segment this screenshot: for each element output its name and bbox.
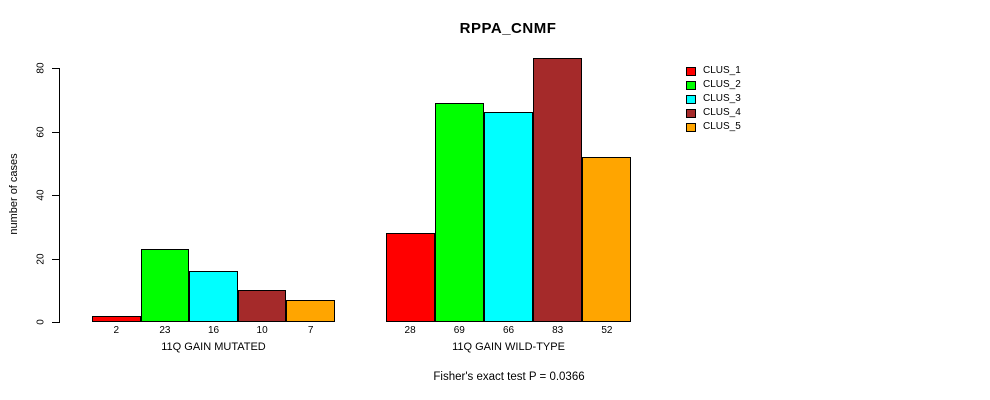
x-group-label: 11Q GAIN MUTATED	[161, 341, 266, 353]
bar-value-label: 7	[307, 325, 314, 336]
legend-label: CLUS_3	[703, 93, 741, 104]
y-tick-label: 80	[35, 62, 47, 74]
y-tick-label: 20	[35, 252, 47, 265]
legend-swatch-clus_1	[686, 67, 696, 76]
bar-clus_3-wild-type	[483, 112, 534, 322]
y-tick-label: 0	[35, 319, 47, 325]
legend-label: CLUS_2	[703, 79, 741, 90]
y-tick-mark	[52, 322, 59, 323]
legend-label: CLUS_5	[703, 121, 741, 132]
y-tick-mark	[52, 195, 59, 196]
x-group-label: 11Q GAIN WILD-TYPE	[452, 341, 565, 353]
legend-swatch-clus_5	[686, 123, 696, 132]
bar-value-label: 23	[159, 325, 171, 336]
bar-value-label: 83	[552, 325, 564, 336]
legend-swatch-clus_2	[686, 81, 696, 90]
y-axis-line	[59, 68, 60, 323]
bar-value-label: 66	[502, 325, 515, 336]
y-tick-label: 60	[35, 125, 47, 138]
bar-clus_1-wild-type	[385, 233, 435, 322]
bar-value-label: 10	[256, 325, 268, 336]
bar-value-label: 2	[113, 325, 120, 336]
bar-value-label: 16	[207, 325, 220, 336]
bar-value-label: 69	[453, 325, 465, 336]
bar-clus_4-mutated	[237, 290, 287, 322]
y-tick-label: 40	[35, 189, 47, 201]
bar-clus_3-mutated	[189, 271, 238, 322]
bar-value-label: 28	[404, 325, 416, 336]
chart-title: RPPA_CNMF	[459, 20, 557, 37]
legend-swatch-clus_3	[686, 95, 696, 104]
legend-swatch-clus_4	[686, 109, 696, 118]
y-axis-label: number of cases	[8, 153, 20, 235]
bar-clus_5-mutated	[286, 299, 335, 322]
subtitle-pvalue: Fisher's exact test P = 0.0366	[433, 371, 585, 383]
y-tick-mark	[52, 68, 59, 69]
bar-clus_4-wild-type	[533, 58, 583, 322]
bar-value-label: 52	[601, 325, 613, 336]
bar-clus_2-mutated	[140, 248, 190, 322]
bar-clus_5-wild-type	[582, 156, 632, 322]
y-tick-mark	[52, 131, 59, 133]
legend-label: CLUS_4	[703, 107, 741, 118]
legend-label: CLUS_1	[703, 65, 741, 76]
bar-clus_1-mutated	[92, 315, 141, 322]
y-tick-mark	[52, 258, 59, 260]
bar-clus_2-wild-type	[434, 102, 484, 322]
